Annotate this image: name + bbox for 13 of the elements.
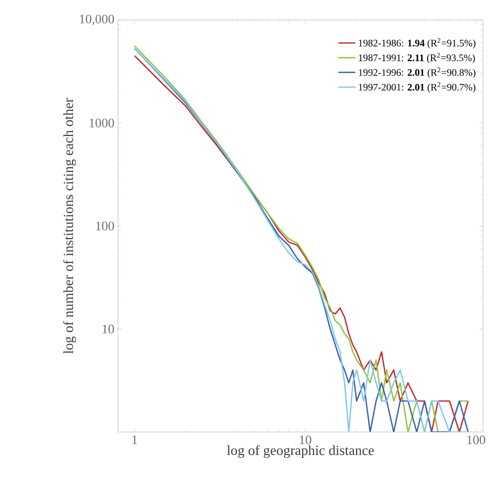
x-tick-label: 1 (132, 436, 138, 444)
y-axis-title: log of number of institutions citing each other (63, 98, 76, 354)
y-tick-label: 10,000 (80, 14, 114, 26)
x-tick-label: 10 (300, 436, 312, 444)
y-tick-label: 1000 (90, 118, 114, 128)
legend-label: 1997-2001: 2.01 (R$^{2}$=90.7%) (358, 82, 476, 93)
x-axis-title: log of geographic distance (227, 445, 374, 458)
x-tick-label: 100 (467, 436, 486, 444)
legend-label: 1992-1996: 2.01 (R$^{2}$=90.8%) (358, 68, 476, 78)
y-tick-label: 10 (102, 324, 114, 334)
legend-label: 1982-1986: 1.94 (R$^{2}$=91.5%) (358, 38, 476, 48)
y-tick-label: 100 (96, 222, 114, 230)
legend-label: 1987-1991: 2.11 (R$^{2}$=93.5%) (358, 52, 475, 64)
